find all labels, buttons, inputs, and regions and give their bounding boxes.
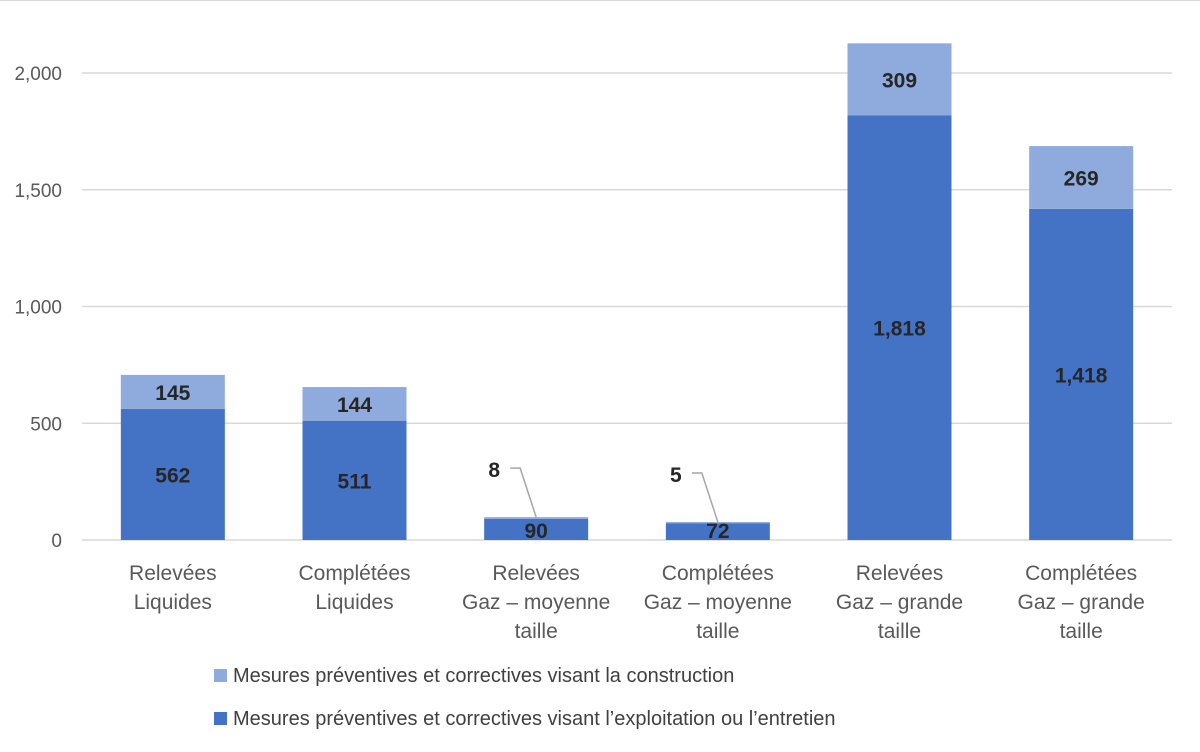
data-label: 269 xyxy=(1064,167,1099,190)
x-tick-label: taille xyxy=(696,620,739,643)
y-tick-label: 1,500 xyxy=(14,181,62,202)
legend-swatch xyxy=(214,669,227,682)
x-tick-label: Liquides xyxy=(315,591,393,614)
data-label: 5 xyxy=(670,464,682,487)
bar-segment-exploitation xyxy=(302,420,407,540)
x-tick-label: taille xyxy=(515,620,558,643)
chart-frame xyxy=(0,0,1200,1)
x-tick-label: Liquides xyxy=(134,591,212,614)
x-tick-label: Gaz – grande xyxy=(1018,591,1145,614)
bar-segment-construction xyxy=(120,374,225,409)
data-label: 8 xyxy=(488,459,500,482)
data-label: 309 xyxy=(882,69,917,92)
data-label: 562 xyxy=(155,464,190,487)
bar-segment-construction xyxy=(847,43,952,116)
data-label: 72 xyxy=(706,520,729,543)
x-tick-label: taille xyxy=(878,620,921,643)
bar-segment-construction xyxy=(302,387,407,421)
bar-segment-exploitation xyxy=(847,115,952,540)
bar-segment-exploitation xyxy=(665,523,770,540)
legend-label: Mesures préventives et correctives visan… xyxy=(233,708,836,730)
legend-swatch xyxy=(214,712,227,725)
x-tick-label: Gaz – moyenne xyxy=(462,591,610,614)
x-tick-label: Complétées xyxy=(662,562,774,585)
bar-segment-exploitation xyxy=(120,408,225,540)
bar-segment-construction xyxy=(484,517,589,519)
y-tick-label: 500 xyxy=(30,414,62,435)
bar-segment-construction xyxy=(1029,146,1134,209)
y-tick-label: 2,000 xyxy=(14,64,62,85)
bar-segment-exploitation xyxy=(1029,208,1134,540)
leader-line xyxy=(691,472,719,523)
x-tick-label: Relevées xyxy=(492,562,580,585)
data-label: 511 xyxy=(338,470,372,493)
y-tick-label: 1,000 xyxy=(14,298,62,319)
legend-label: Mesures préventives et correctives visan… xyxy=(233,665,734,687)
x-tick-label: Relevées xyxy=(129,562,217,585)
bar-segment-construction xyxy=(665,522,770,524)
data-label: 144 xyxy=(337,394,372,417)
x-tick-label: Gaz – grande xyxy=(836,591,963,614)
x-tick-label: Relevées xyxy=(856,562,944,585)
x-tick-label: Complétées xyxy=(1025,562,1137,585)
data-label: 145 xyxy=(155,382,190,405)
data-label: 1,818 xyxy=(873,318,926,341)
bar-segment-exploitation xyxy=(484,518,589,540)
y-tick-label: 0 xyxy=(51,531,62,552)
leader-line xyxy=(510,467,537,518)
x-tick-label: taille xyxy=(1060,620,1103,643)
x-tick-label: Gaz – moyenne xyxy=(644,591,792,614)
x-tick-label: Complétées xyxy=(298,562,410,585)
data-label: 1,418 xyxy=(1055,364,1108,387)
data-label: 90 xyxy=(524,520,547,543)
